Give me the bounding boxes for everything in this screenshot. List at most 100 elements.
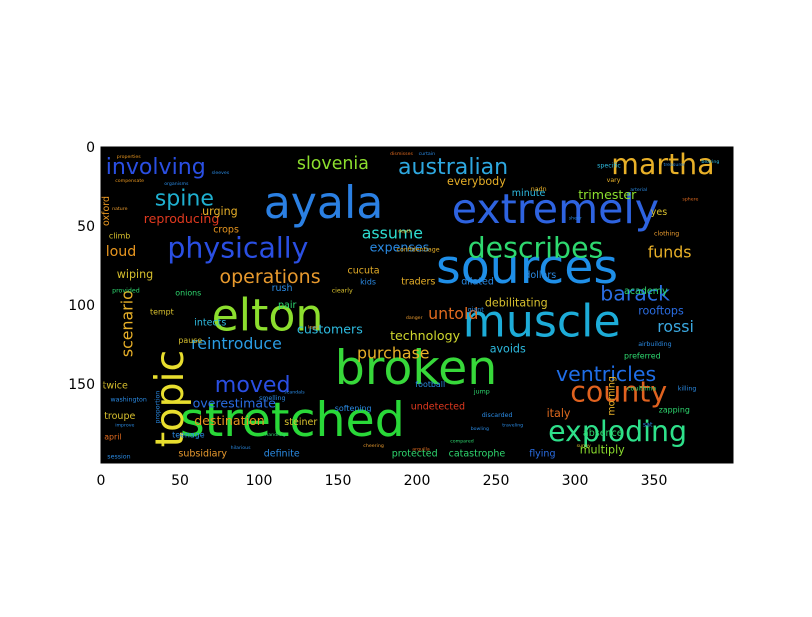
word-ciearly: ciearly (332, 287, 353, 294)
word-zapping: zapping (659, 405, 690, 414)
word-traveling: traveling (502, 423, 523, 429)
word-yes: yes (651, 207, 667, 218)
word-dilated: dilated (461, 277, 494, 288)
word-danger: danger (406, 315, 423, 321)
word-clothing: clothing (654, 231, 679, 238)
word-broken: broken (335, 341, 497, 396)
word-smelling: smelling (259, 395, 286, 402)
word-specific: specific (597, 163, 621, 170)
word-provided: provided (112, 287, 140, 294)
plot-background (101, 147, 733, 463)
word-cheering: cheering (363, 443, 384, 449)
word-teenage: teenage (172, 431, 205, 440)
word-exploding: exploding (548, 415, 687, 448)
word-killing: killing (678, 385, 697, 392)
word-protected: protected (392, 449, 438, 460)
y-tick-label: 0 (86, 140, 95, 156)
word-spine: spine (155, 186, 214, 212)
word-sat: sat (643, 422, 653, 429)
word-tempt: tempt (150, 308, 174, 317)
word-cucuta: cucuta (348, 265, 380, 276)
word-dollars: dollars (524, 270, 556, 281)
word-giant: giant (468, 306, 485, 313)
word-arterial: arterial (630, 187, 647, 193)
word-steiner: steiner (284, 417, 317, 428)
word-crops: crops (213, 224, 239, 235)
word-flying: flying (529, 449, 555, 460)
word-extremely: extremely (452, 185, 659, 233)
word-minute: minute (512, 188, 546, 199)
word-kids: kids (360, 278, 376, 287)
word-troupe: troupe (104, 411, 135, 422)
word-nadn: nadn (531, 186, 547, 193)
word-curtain: curtain (419, 151, 435, 157)
word-moved: moved (215, 372, 291, 398)
word-traders: traders (401, 277, 435, 288)
word-academy: academy (624, 286, 668, 297)
word-pair: pair (278, 300, 296, 311)
x-tick-label: 0 (97, 473, 106, 489)
word-organisms: organisms (164, 181, 189, 187)
word-involving: involving (106, 154, 206, 180)
x-tick-label: 50 (171, 473, 189, 489)
word-jump: jump (473, 389, 490, 396)
word-intects: intects (194, 318, 226, 329)
word-dismisses: dismisses (390, 151, 413, 157)
word-catastrophe: catastrophe (449, 449, 506, 460)
word-trimester: trimester (578, 187, 637, 202)
word-italy: italy (547, 407, 571, 420)
word-pause: pause (178, 336, 202, 345)
word-twice: twice (103, 381, 128, 392)
word-sleeves: sleeves (212, 170, 230, 176)
word-everybody: everybody (447, 175, 506, 188)
word-untold: untold (428, 304, 478, 323)
word-treasurer: treasurer (664, 162, 686, 168)
word-muscle: muscle (463, 297, 621, 348)
word-legal: legal (308, 325, 319, 331)
x-tick-label: 200 (404, 473, 431, 489)
word-oxford: oxford (101, 196, 112, 226)
word-compared: compared (450, 439, 474, 445)
x-tick-label: 350 (641, 473, 668, 489)
word-depth: depth (398, 228, 412, 234)
word-operations: operations (220, 266, 321, 288)
word-ayala: ayala (264, 178, 384, 229)
word-rush: rush (272, 283, 293, 294)
word-sphere: sphere (682, 197, 698, 203)
word-topic: topic (147, 350, 193, 447)
word-confidentiage: confidentiage (397, 246, 440, 253)
word-reproducing: reproducing (144, 211, 220, 226)
word-rooftops: rooftops (638, 305, 684, 318)
x-tick-label: 150 (325, 473, 352, 489)
word-reintroduce: reintroduce (191, 334, 282, 353)
word-assume: assume (362, 224, 423, 243)
word-purchase: purchase (357, 344, 430, 363)
word-subsidiary: subsidiary (178, 449, 227, 460)
word-county: county (570, 375, 667, 408)
word-absence: absence (583, 428, 623, 439)
word-slovenia: slovenia (297, 154, 369, 174)
word-multiply: multiply (580, 444, 625, 457)
word-arquilla: arquilla (412, 446, 430, 452)
word-preferred: preferred (624, 352, 661, 361)
word-elton: elton (212, 290, 324, 341)
word-softening: softening (335, 404, 372, 413)
word-onions: onions (175, 289, 201, 298)
x-tick-label: 300 (562, 473, 589, 489)
word-destination: destination (194, 413, 265, 428)
word-sheer: sheer (569, 216, 582, 222)
y-tick-label: 100 (68, 298, 95, 314)
word-scenario: scenario (118, 290, 137, 357)
y-tick-label: 150 (68, 377, 95, 393)
word-bowling: bowling (471, 426, 489, 432)
word-rossi: rossi (657, 317, 694, 336)
word-nature: nature (112, 206, 127, 212)
word-debilitating: debilitating (485, 297, 548, 310)
word-climb: climb (109, 232, 130, 241)
word-martha: martha (611, 148, 714, 181)
word-improve: improve (115, 423, 134, 429)
